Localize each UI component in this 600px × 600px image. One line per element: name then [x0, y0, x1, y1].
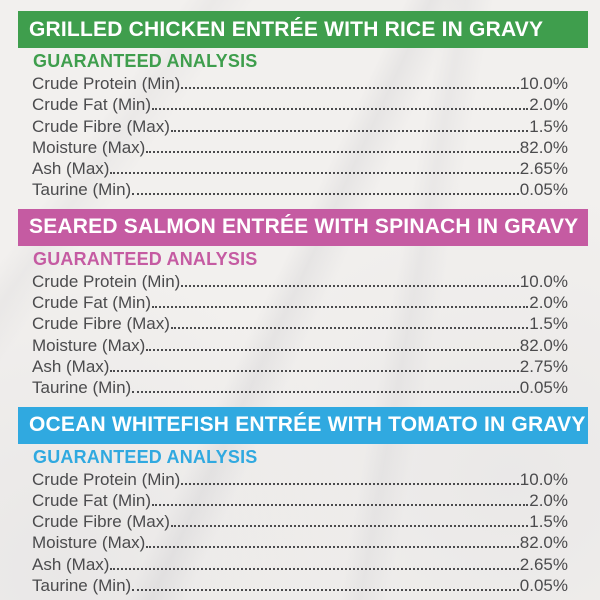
dot-leader [110, 567, 519, 570]
dot-leader [146, 546, 519, 549]
nutrient-value: 1.5% [529, 512, 568, 532]
nutrient-label: Crude Fat (Min) [32, 490, 152, 510]
dot-leader [152, 108, 529, 111]
dot-leader [152, 306, 529, 309]
dot-leader [170, 327, 529, 330]
analysis-rows: Crude Protein (Min) 10.0% Crude Fat (Min… [32, 470, 568, 598]
nutrient-value: 10.0% [519, 74, 568, 93]
dot-leader [146, 150, 519, 153]
nutrient-value: 82.0% [519, 335, 568, 355]
section-salmon: SEARED SALMON ENTRÉE WITH SPINACH IN GRA… [0, 208, 600, 400]
guaranteed-analysis-heading: GUARANTEED ANALYSIS [33, 446, 258, 467]
dot-leader [181, 87, 519, 89]
analysis-row: Crude Protein (Min) 10.0% [32, 74, 568, 95]
analysis-row: Crude Fat (Min) 2.0% [32, 491, 568, 512]
nutrient-label: Moisture (Max) [32, 137, 146, 157]
analysis-row: Crude Fibre (Max) 1.5% [32, 512, 568, 533]
analysis-row: Taurine (Min) 0.05% [32, 378, 568, 399]
dot-leader [110, 172, 519, 175]
nutrient-label: Crude Protein (Min) [32, 469, 181, 489]
nutrient-value: 0.05% [519, 576, 568, 596]
nutrient-label: Crude Fibre (Max) [32, 512, 170, 532]
dot-leader [132, 391, 519, 394]
nutrient-value: 10.0% [519, 469, 568, 489]
analysis-row: Moisture (Max) 82.0% [32, 336, 568, 357]
nutrient-value: 2.65% [519, 159, 568, 179]
analysis-rows: Crude Protein (Min) 10.0% Crude Fat (Min… [32, 272, 568, 400]
dot-leader [152, 503, 529, 506]
analysis-row: Crude Fibre (Max) 1.5% [32, 314, 568, 335]
nutrient-value: 0.05% [519, 180, 568, 200]
nutrient-label: Moisture (Max) [32, 335, 146, 355]
analysis-row: Crude Protein (Min) 10.0% [32, 470, 568, 491]
nutrient-label: Crude Fibre (Max) [32, 314, 170, 334]
guaranteed-analysis-heading: GUARANTEED ANALYSIS [33, 248, 258, 269]
nutrient-value: 2.65% [519, 554, 568, 574]
section-header-bar: GRILLED CHICKEN ENTRÉE WITH RICE IN GRAV… [18, 11, 588, 48]
dot-leader [132, 589, 519, 592]
nutrient-value: 2.0% [529, 490, 568, 510]
nutrient-label: Crude Protein (Min) [32, 271, 181, 291]
analysis-row: Ash (Max) 2.75% [32, 357, 568, 378]
dot-leader [110, 369, 519, 372]
nutrient-label: Moisture (Max) [32, 533, 146, 553]
analysis-row: Crude Fat (Min) 2.0% [32, 293, 568, 314]
nutrient-label: Taurine (Min) [32, 378, 132, 398]
dot-leader [181, 284, 519, 287]
analysis-row: Crude Protein (Min) 10.0% [32, 272, 568, 293]
nutrient-label: Crude Fat (Min) [32, 293, 152, 313]
section-title: SEARED SALMON ENTRÉE WITH SPINACH IN GRA… [29, 215, 579, 239]
analysis-row: Taurine (Min) 0.05% [32, 576, 568, 597]
section-header-bar: OCEAN WHITEFISH ENTRÉE WITH TOMATO IN GR… [18, 406, 588, 444]
section-whitefish: OCEAN WHITEFISH ENTRÉE WITH TOMATO IN GR… [0, 406, 600, 598]
nutrient-value: 1.5% [529, 314, 568, 334]
nutrient-value: 2.0% [529, 95, 568, 115]
section-chicken: GRILLED CHICKEN ENTRÉE WITH RICE IN GRAV… [0, 11, 600, 202]
dot-leader [170, 129, 529, 132]
nutrient-value: 10.0% [519, 271, 568, 291]
nutrient-value: 0.05% [519, 378, 568, 398]
nutrient-value: 82.0% [519, 533, 568, 553]
guaranteed-analysis-heading: GUARANTEED ANALYSIS [33, 51, 258, 71]
nutrient-value: 2.75% [519, 356, 568, 376]
section-title: GRILLED CHICKEN ENTRÉE WITH RICE IN GRAV… [29, 17, 544, 41]
dot-leader [146, 348, 519, 351]
nutrient-value: 1.5% [529, 116, 568, 136]
dot-leader [170, 525, 529, 528]
nutrient-label: Crude Fibre (Max) [32, 116, 170, 136]
nutrient-label: Taurine (Min) [32, 576, 132, 596]
analysis-row: Crude Fat (Min) 2.0% [32, 95, 568, 116]
nutrient-label: Crude Fat (Min) [32, 95, 152, 115]
analysis-rows: Crude Protein (Min) 10.0% Crude Fat (Min… [32, 74, 568, 202]
analysis-row: Crude Fibre (Max) 1.5% [32, 117, 568, 138]
section-title: OCEAN WHITEFISH ENTRÉE WITH TOMATO IN GR… [29, 413, 586, 437]
analysis-row: Ash (Max) 2.65% [32, 555, 568, 576]
nutrient-label: Ash (Max) [32, 554, 110, 574]
dot-leader [132, 193, 519, 196]
analysis-row: Moisture (Max) 82.0% [32, 533, 568, 554]
nutrient-label: Ash (Max) [32, 159, 110, 179]
analysis-row: Taurine (Min) 0.05% [32, 180, 568, 201]
dot-leader [181, 482, 519, 485]
analysis-row: Ash (Max) 2.65% [32, 159, 568, 180]
section-header-bar: SEARED SALMON ENTRÉE WITH SPINACH IN GRA… [18, 208, 588, 246]
nutrient-value: 82.0% [519, 137, 568, 157]
nutrient-label: Taurine (Min) [32, 180, 132, 200]
analysis-row: Moisture (Max) 82.0% [32, 138, 568, 159]
nutrient-label: Ash (Max) [32, 356, 110, 376]
nutrient-value: 2.0% [529, 293, 568, 313]
nutrient-label: Crude Protein (Min) [32, 74, 181, 93]
